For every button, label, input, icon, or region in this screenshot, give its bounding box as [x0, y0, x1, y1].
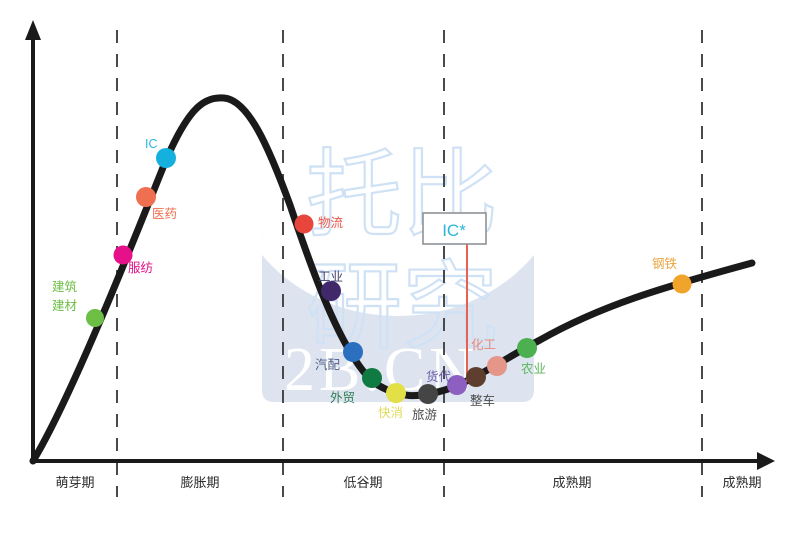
callout-label: IC* — [442, 221, 466, 240]
point-lvyou[interactable] — [418, 384, 438, 404]
label-gangtie: 钢铁 — [652, 257, 678, 271]
point-jianzhujiancai[interactable] — [86, 309, 104, 327]
point-nongye[interactable] — [517, 338, 537, 358]
stage-label-chengshuqi-1: 成熟期 — [552, 475, 591, 490]
y-axis — [25, 20, 41, 461]
label-kuaixiao: 快消 — [378, 406, 403, 420]
x-axis-stage-labels: 萌芽期 膨胀期 低谷期 成熟期 成熟期 — [55, 475, 761, 490]
point-gongye[interactable] — [321, 281, 341, 301]
label-zhengche: 整车 — [470, 393, 495, 408]
label-qipei: 汽配 — [315, 357, 341, 372]
label-wuliu: 物流 — [318, 216, 344, 230]
point-huagong[interactable] — [487, 356, 507, 376]
callout-ic-star[interactable]: IC* — [422, 212, 487, 245]
label-jianzhujiancai-2: 建材 — [52, 299, 77, 313]
stage-dividers — [116, 30, 703, 497]
point-qipei[interactable] — [343, 342, 363, 362]
point-huodai[interactable] — [447, 375, 467, 395]
point-ic[interactable] — [156, 148, 176, 168]
stage-label-pengzhangqi: 膨胀期 — [180, 475, 219, 490]
label-ic: IC — [145, 137, 158, 151]
point-gangtie[interactable] — [672, 274, 692, 294]
point-zhengche[interactable] — [466, 367, 486, 387]
callout-box[interactable] — [422, 212, 487, 245]
label-huagong: 化工 — [471, 338, 496, 352]
label-lvyou: 旅游 — [412, 408, 438, 422]
point-labels: 建筑 建材 服纺 医药 IC 物流 工业 汽配 外贸 快消 旅游 货代 整车 化… — [52, 137, 678, 422]
label-gongye: 工业 — [318, 270, 343, 284]
label-huodai: 货代 — [426, 369, 452, 384]
point-wuliu[interactable] — [294, 214, 314, 234]
label-yiyao: 医药 — [152, 207, 177, 221]
label-waimao: 外贸 — [330, 391, 355, 405]
stage-label-diguqi: 低谷期 — [343, 475, 382, 490]
label-jianzhujiancai-1: 建筑 — [52, 279, 78, 294]
stage-label-mengyaqi: 萌芽期 — [55, 475, 94, 490]
label-fufang: 服纺 — [128, 261, 153, 275]
label-nongye: 农业 — [521, 362, 546, 376]
point-yiyao[interactable] — [136, 187, 156, 207]
data-points — [86, 148, 692, 404]
stage-label-chengshuqi-2: 成熟期 — [722, 475, 761, 490]
x-axis — [31, 452, 775, 470]
point-fufang[interactable] — [113, 245, 133, 265]
point-kuaixiao[interactable] — [386, 383, 406, 403]
point-waimao[interactable] — [362, 368, 382, 388]
